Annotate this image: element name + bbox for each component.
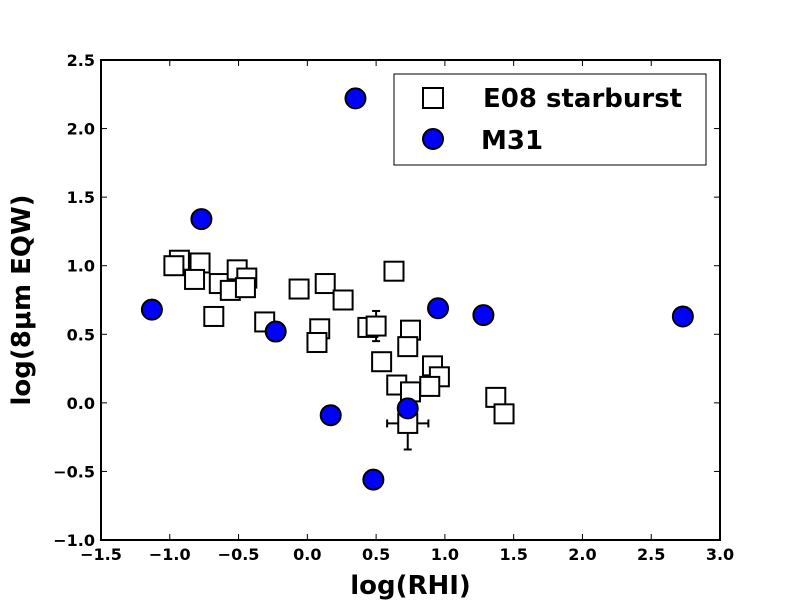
m31-circle-marker (344, 87, 367, 110)
series-e08-starburst (163, 249, 515, 434)
x-tick-label: 0.5 (362, 545, 390, 564)
legend-circle-marker (422, 128, 444, 150)
e08-square-marker (365, 315, 387, 337)
y-tick-label: −1.0 (53, 531, 95, 550)
plot-frame (100, 59, 721, 541)
e08-square-marker (383, 260, 405, 282)
x-tick-label: −1.0 (149, 545, 191, 564)
e08-square-marker (306, 332, 328, 354)
y-tick-label: −0.5 (53, 462, 95, 481)
axis-tick-labels: −1.5 −1.0 −0.5 0.0 0.5 1.0 1.5 2.0 2.5 3.0−1.0−0.… (53, 51, 734, 564)
e08-square-marker (371, 351, 393, 373)
legend: E08 starburst M31 (393, 73, 707, 166)
x-tick-label: 2.5 (637, 545, 665, 564)
m31-circle-marker (264, 320, 287, 343)
y-tick-label: 1.5 (67, 188, 95, 207)
e08-square-marker (493, 403, 515, 425)
legend-square-marker (422, 87, 444, 109)
data-points (140, 87, 694, 491)
m31-circle-marker (427, 297, 450, 320)
x-tick-label: 2.0 (568, 545, 596, 564)
e08-square-marker (314, 273, 336, 295)
e08-square-marker (163, 255, 185, 277)
e08-square-marker (203, 305, 225, 327)
y-axis-label: log(8μm EQW) (7, 194, 37, 405)
e08-square-marker (332, 289, 354, 311)
m31-circle-marker (396, 397, 419, 420)
x-axis-label: log(RHI) (350, 571, 471, 600)
y-tick-label: 0.0 (67, 394, 95, 413)
y-tick-label: 0.5 (67, 325, 95, 344)
m31-circle-marker (362, 468, 385, 491)
y-tick-label: 2.0 (67, 120, 95, 139)
series-m31 (140, 87, 694, 491)
legend-label-e08: E08 starburst (483, 84, 682, 114)
e08-square-marker (419, 375, 441, 397)
legend-label-m31: M31 (481, 126, 543, 156)
m31-circle-marker (472, 304, 495, 327)
x-tick-label: −0.5 (218, 545, 260, 564)
y-tick-label: 2.5 (67, 51, 95, 70)
legend-box (393, 73, 707, 166)
m31-circle-marker (319, 404, 342, 427)
e08-square-marker (288, 278, 310, 300)
m31-circle-marker (671, 305, 694, 328)
m31-circle-marker (140, 298, 163, 321)
m31-circle-marker (190, 208, 213, 231)
x-tick-label: 0.0 (293, 545, 321, 564)
x-tick-label: 1.0 (431, 545, 459, 564)
x-tick-label: 1.5 (499, 545, 527, 564)
x-tick-label: −1.5 (80, 545, 122, 564)
x-tick-label: 3.0 (706, 545, 734, 564)
e08-square-marker (184, 268, 206, 290)
e08-square-marker (397, 336, 419, 358)
e08-square-marker (234, 277, 256, 299)
y-tick-label: 1.0 (67, 257, 95, 276)
